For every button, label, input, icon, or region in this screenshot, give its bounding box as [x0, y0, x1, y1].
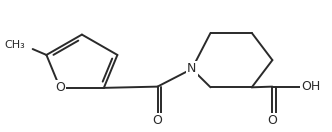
Text: CH₃: CH₃ [4, 40, 25, 50]
Text: O: O [153, 114, 162, 128]
Text: O: O [55, 81, 65, 94]
Text: N: N [187, 62, 197, 76]
Text: O: O [268, 114, 277, 128]
Text: OH: OH [301, 80, 320, 93]
